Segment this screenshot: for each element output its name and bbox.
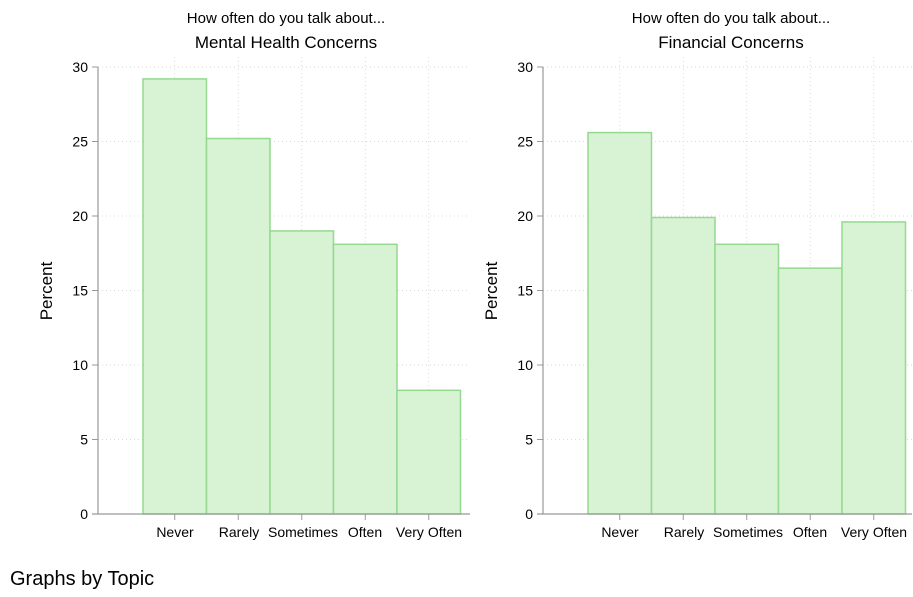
chart-subtitle: How often do you talk about...: [632, 10, 830, 27]
x-tick-label: Often: [348, 524, 382, 540]
bar-often: [777, 267, 843, 515]
bar-sometimes: [714, 243, 780, 515]
chart-panel-1: How often do you talk about... Mental Hea…: [37, 10, 470, 540]
footer-note: Graphs by Topic: [10, 568, 155, 590]
bar-rarely: [205, 137, 271, 515]
y-axis-title: Percent: [37, 261, 56, 320]
y-tick-label: 15: [517, 283, 533, 299]
chart-title: Financial Concerns: [658, 33, 804, 52]
y-axis-title: Percent: [482, 261, 501, 320]
y-tick-label: 0: [80, 506, 88, 522]
y-tick-label: 30: [72, 59, 88, 75]
x-tick-label: Often: [793, 524, 827, 540]
bar-rarely: [650, 216, 716, 515]
y-tick-label: 30: [517, 59, 533, 75]
y-tick-label: 10: [517, 357, 533, 373]
bar-sometimes: [269, 230, 335, 515]
x-tick-label: Rarely: [664, 524, 704, 540]
x-tick-label: Very Often: [396, 524, 462, 540]
y-tick-label: 20: [517, 208, 533, 224]
y-tick-label: 25: [72, 134, 88, 150]
x-tick-label: Very Often: [841, 524, 907, 540]
x-tick-label: Sometimes: [713, 524, 783, 540]
x-tick-label: Rarely: [219, 524, 259, 540]
chart-title: Mental Health Concerns: [195, 33, 377, 52]
y-tick-label: 0: [525, 506, 533, 522]
y-tick-label: 20: [72, 208, 88, 224]
x-tick-label: Sometimes: [268, 524, 338, 540]
bar-very-often: [841, 221, 907, 515]
bar-never: [587, 131, 653, 515]
y-tick-label: 15: [72, 283, 88, 299]
bar-never: [142, 78, 208, 515]
y-tick-label: 5: [80, 432, 88, 448]
bar-often: [332, 243, 398, 515]
x-tick-label: Never: [601, 524, 639, 540]
chart-subtitle: How often do you talk about...: [187, 10, 385, 27]
chart-panel-2: How often do you talk about... Financial …: [482, 10, 912, 540]
y-tick-label: 10: [72, 357, 88, 373]
y-tick-label: 5: [525, 432, 533, 448]
x-tick-label: Never: [156, 524, 194, 540]
y-tick-label: 25: [517, 134, 533, 150]
bar-very-often: [396, 389, 462, 515]
